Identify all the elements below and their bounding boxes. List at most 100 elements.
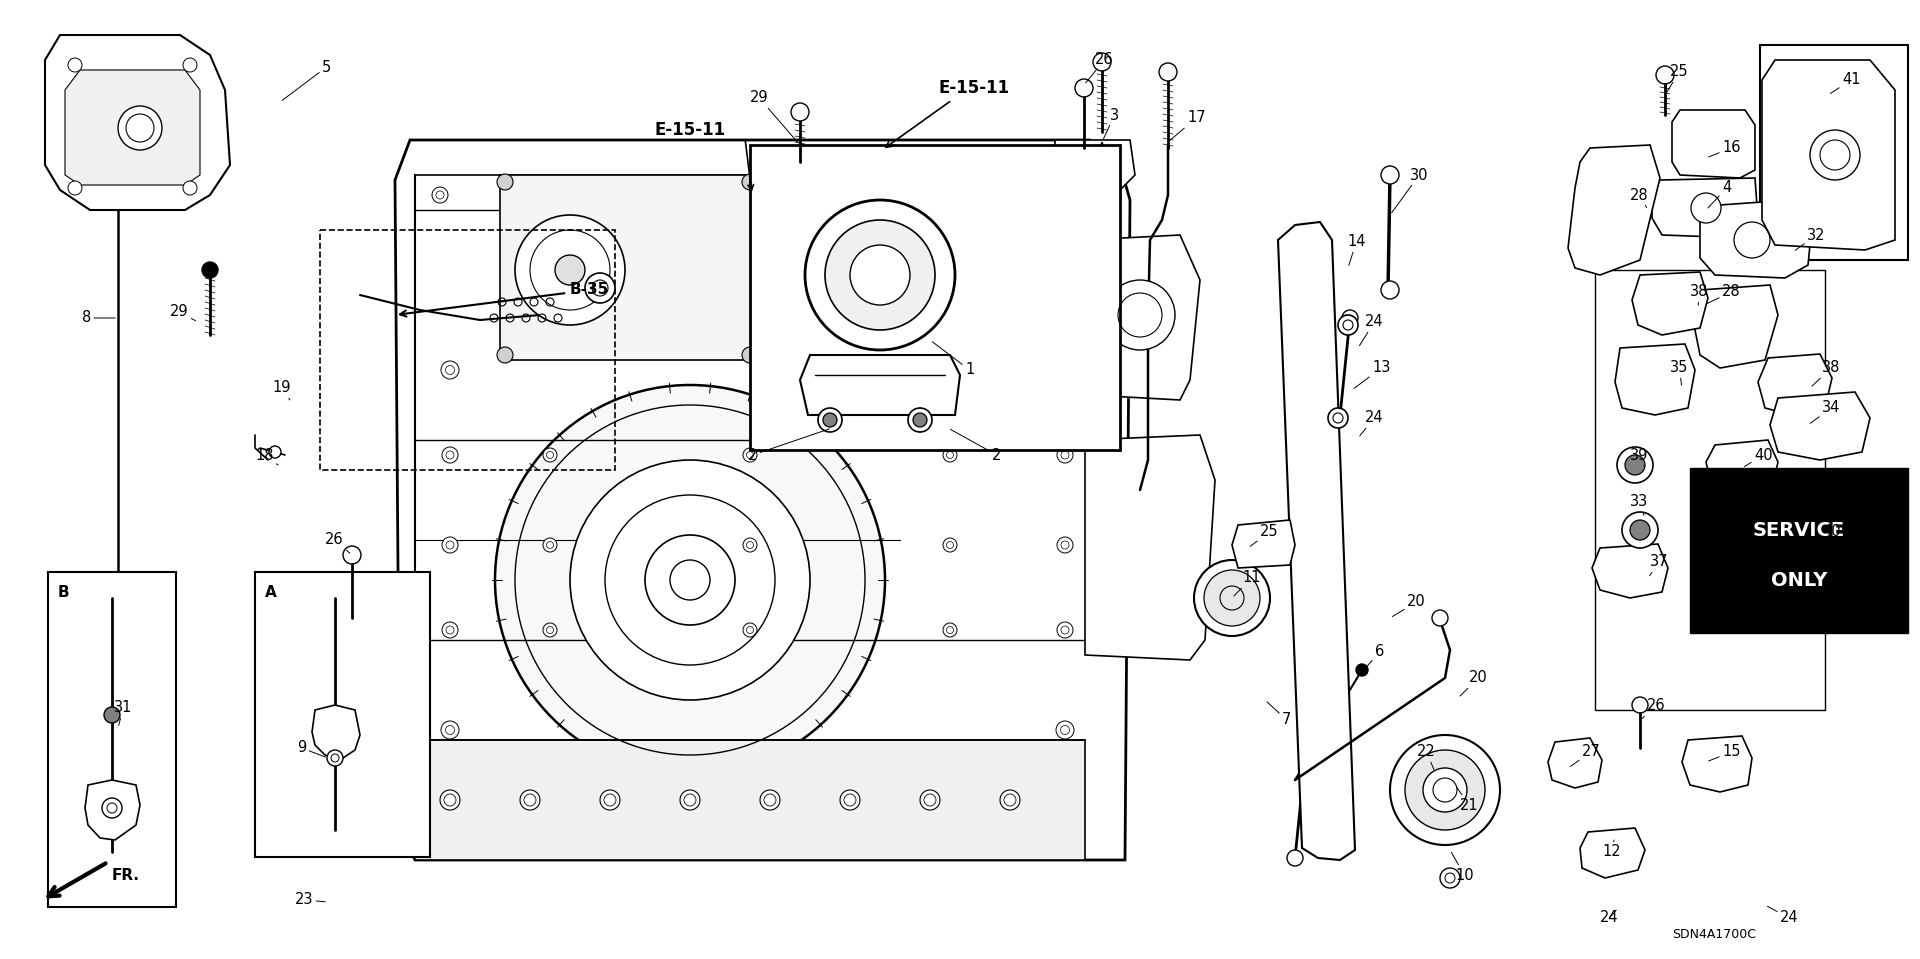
Text: FR.: FR. [111, 868, 140, 882]
Text: 24: 24 [1359, 410, 1384, 435]
Circle shape [543, 623, 557, 637]
Circle shape [743, 538, 756, 552]
Circle shape [1342, 310, 1357, 326]
Polygon shape [44, 35, 230, 210]
Circle shape [741, 347, 758, 363]
Circle shape [741, 174, 758, 190]
Polygon shape [84, 780, 140, 840]
Circle shape [877, 258, 902, 282]
Text: 26: 26 [324, 532, 349, 553]
Circle shape [1617, 447, 1653, 483]
Polygon shape [65, 70, 200, 185]
Circle shape [104, 707, 119, 723]
Text: 40: 40 [1812, 525, 1841, 547]
Circle shape [543, 448, 557, 462]
Text: 16: 16 [1709, 141, 1741, 157]
Text: 24: 24 [1599, 910, 1619, 925]
Circle shape [1356, 664, 1367, 676]
Bar [1761, 45, 1908, 260]
Polygon shape [1770, 392, 1870, 460]
Text: 26: 26 [1640, 698, 1667, 720]
Text: 22: 22 [1417, 744, 1436, 769]
Circle shape [1338, 315, 1357, 335]
Circle shape [804, 200, 954, 350]
Circle shape [344, 546, 361, 564]
Text: 25: 25 [1250, 525, 1279, 547]
Circle shape [1092, 53, 1112, 71]
Circle shape [943, 538, 956, 552]
Circle shape [1286, 850, 1304, 866]
Polygon shape [1233, 520, 1294, 568]
Polygon shape [1054, 140, 1135, 210]
Circle shape [1622, 512, 1659, 548]
Text: 8: 8 [83, 311, 115, 325]
Polygon shape [801, 355, 960, 415]
Text: 41: 41 [1830, 73, 1860, 93]
Text: 25: 25 [1667, 64, 1688, 93]
Text: A: A [265, 585, 276, 600]
Text: 26: 26 [1085, 53, 1114, 82]
Circle shape [497, 347, 513, 363]
Text: 36: 36 [1830, 554, 1860, 576]
Text: B: B [58, 585, 69, 600]
Circle shape [599, 790, 620, 810]
Polygon shape [1592, 544, 1668, 598]
Circle shape [1432, 610, 1448, 626]
Text: 28: 28 [1630, 188, 1649, 207]
Circle shape [1000, 790, 1020, 810]
Text: 1: 1 [933, 341, 973, 378]
Circle shape [743, 448, 756, 462]
Text: 19: 19 [273, 381, 290, 400]
Text: E-15-11: E-15-11 [655, 121, 726, 139]
Circle shape [67, 58, 83, 72]
Circle shape [920, 790, 941, 810]
Circle shape [908, 408, 931, 432]
Circle shape [826, 220, 935, 330]
Circle shape [914, 413, 927, 427]
Circle shape [432, 187, 447, 203]
Circle shape [818, 408, 843, 432]
Circle shape [841, 220, 941, 320]
Bar [751, 145, 1119, 450]
Text: 38: 38 [1690, 285, 1709, 305]
Text: 12: 12 [1601, 840, 1620, 859]
Circle shape [1106, 280, 1175, 350]
Text: 29: 29 [751, 90, 799, 143]
Text: 32: 32 [1795, 227, 1826, 250]
Text: 27: 27 [1571, 744, 1601, 766]
Text: 20: 20 [1459, 670, 1488, 696]
Circle shape [987, 347, 1002, 363]
Text: 33: 33 [1630, 495, 1647, 515]
Polygon shape [1672, 110, 1755, 178]
Circle shape [1056, 361, 1073, 379]
Circle shape [495, 385, 885, 775]
Bar [1690, 468, 1908, 633]
Circle shape [1655, 66, 1674, 84]
Circle shape [442, 721, 459, 739]
Polygon shape [1682, 736, 1751, 792]
Text: 34: 34 [1811, 401, 1841, 423]
Circle shape [1380, 281, 1400, 299]
Polygon shape [1707, 440, 1778, 495]
Circle shape [1440, 868, 1459, 888]
Polygon shape [1279, 222, 1356, 860]
Polygon shape [1763, 60, 1895, 250]
Text: 35: 35 [1670, 361, 1688, 386]
Polygon shape [1085, 235, 1200, 400]
Text: 11: 11 [1235, 571, 1261, 596]
Circle shape [1075, 79, 1092, 97]
Circle shape [520, 790, 540, 810]
Text: SERVICE: SERVICE [1753, 521, 1845, 540]
Circle shape [543, 538, 557, 552]
Text: 39: 39 [1630, 448, 1649, 465]
Circle shape [1058, 447, 1073, 463]
Text: 30: 30 [1392, 168, 1428, 213]
Circle shape [760, 790, 780, 810]
Circle shape [1194, 560, 1269, 636]
Bar [1596, 270, 1826, 710]
Text: 5: 5 [282, 59, 332, 101]
Circle shape [1692, 193, 1720, 223]
Polygon shape [415, 740, 1085, 860]
Text: 20: 20 [1392, 595, 1427, 617]
Text: ONLY: ONLY [1770, 571, 1828, 590]
